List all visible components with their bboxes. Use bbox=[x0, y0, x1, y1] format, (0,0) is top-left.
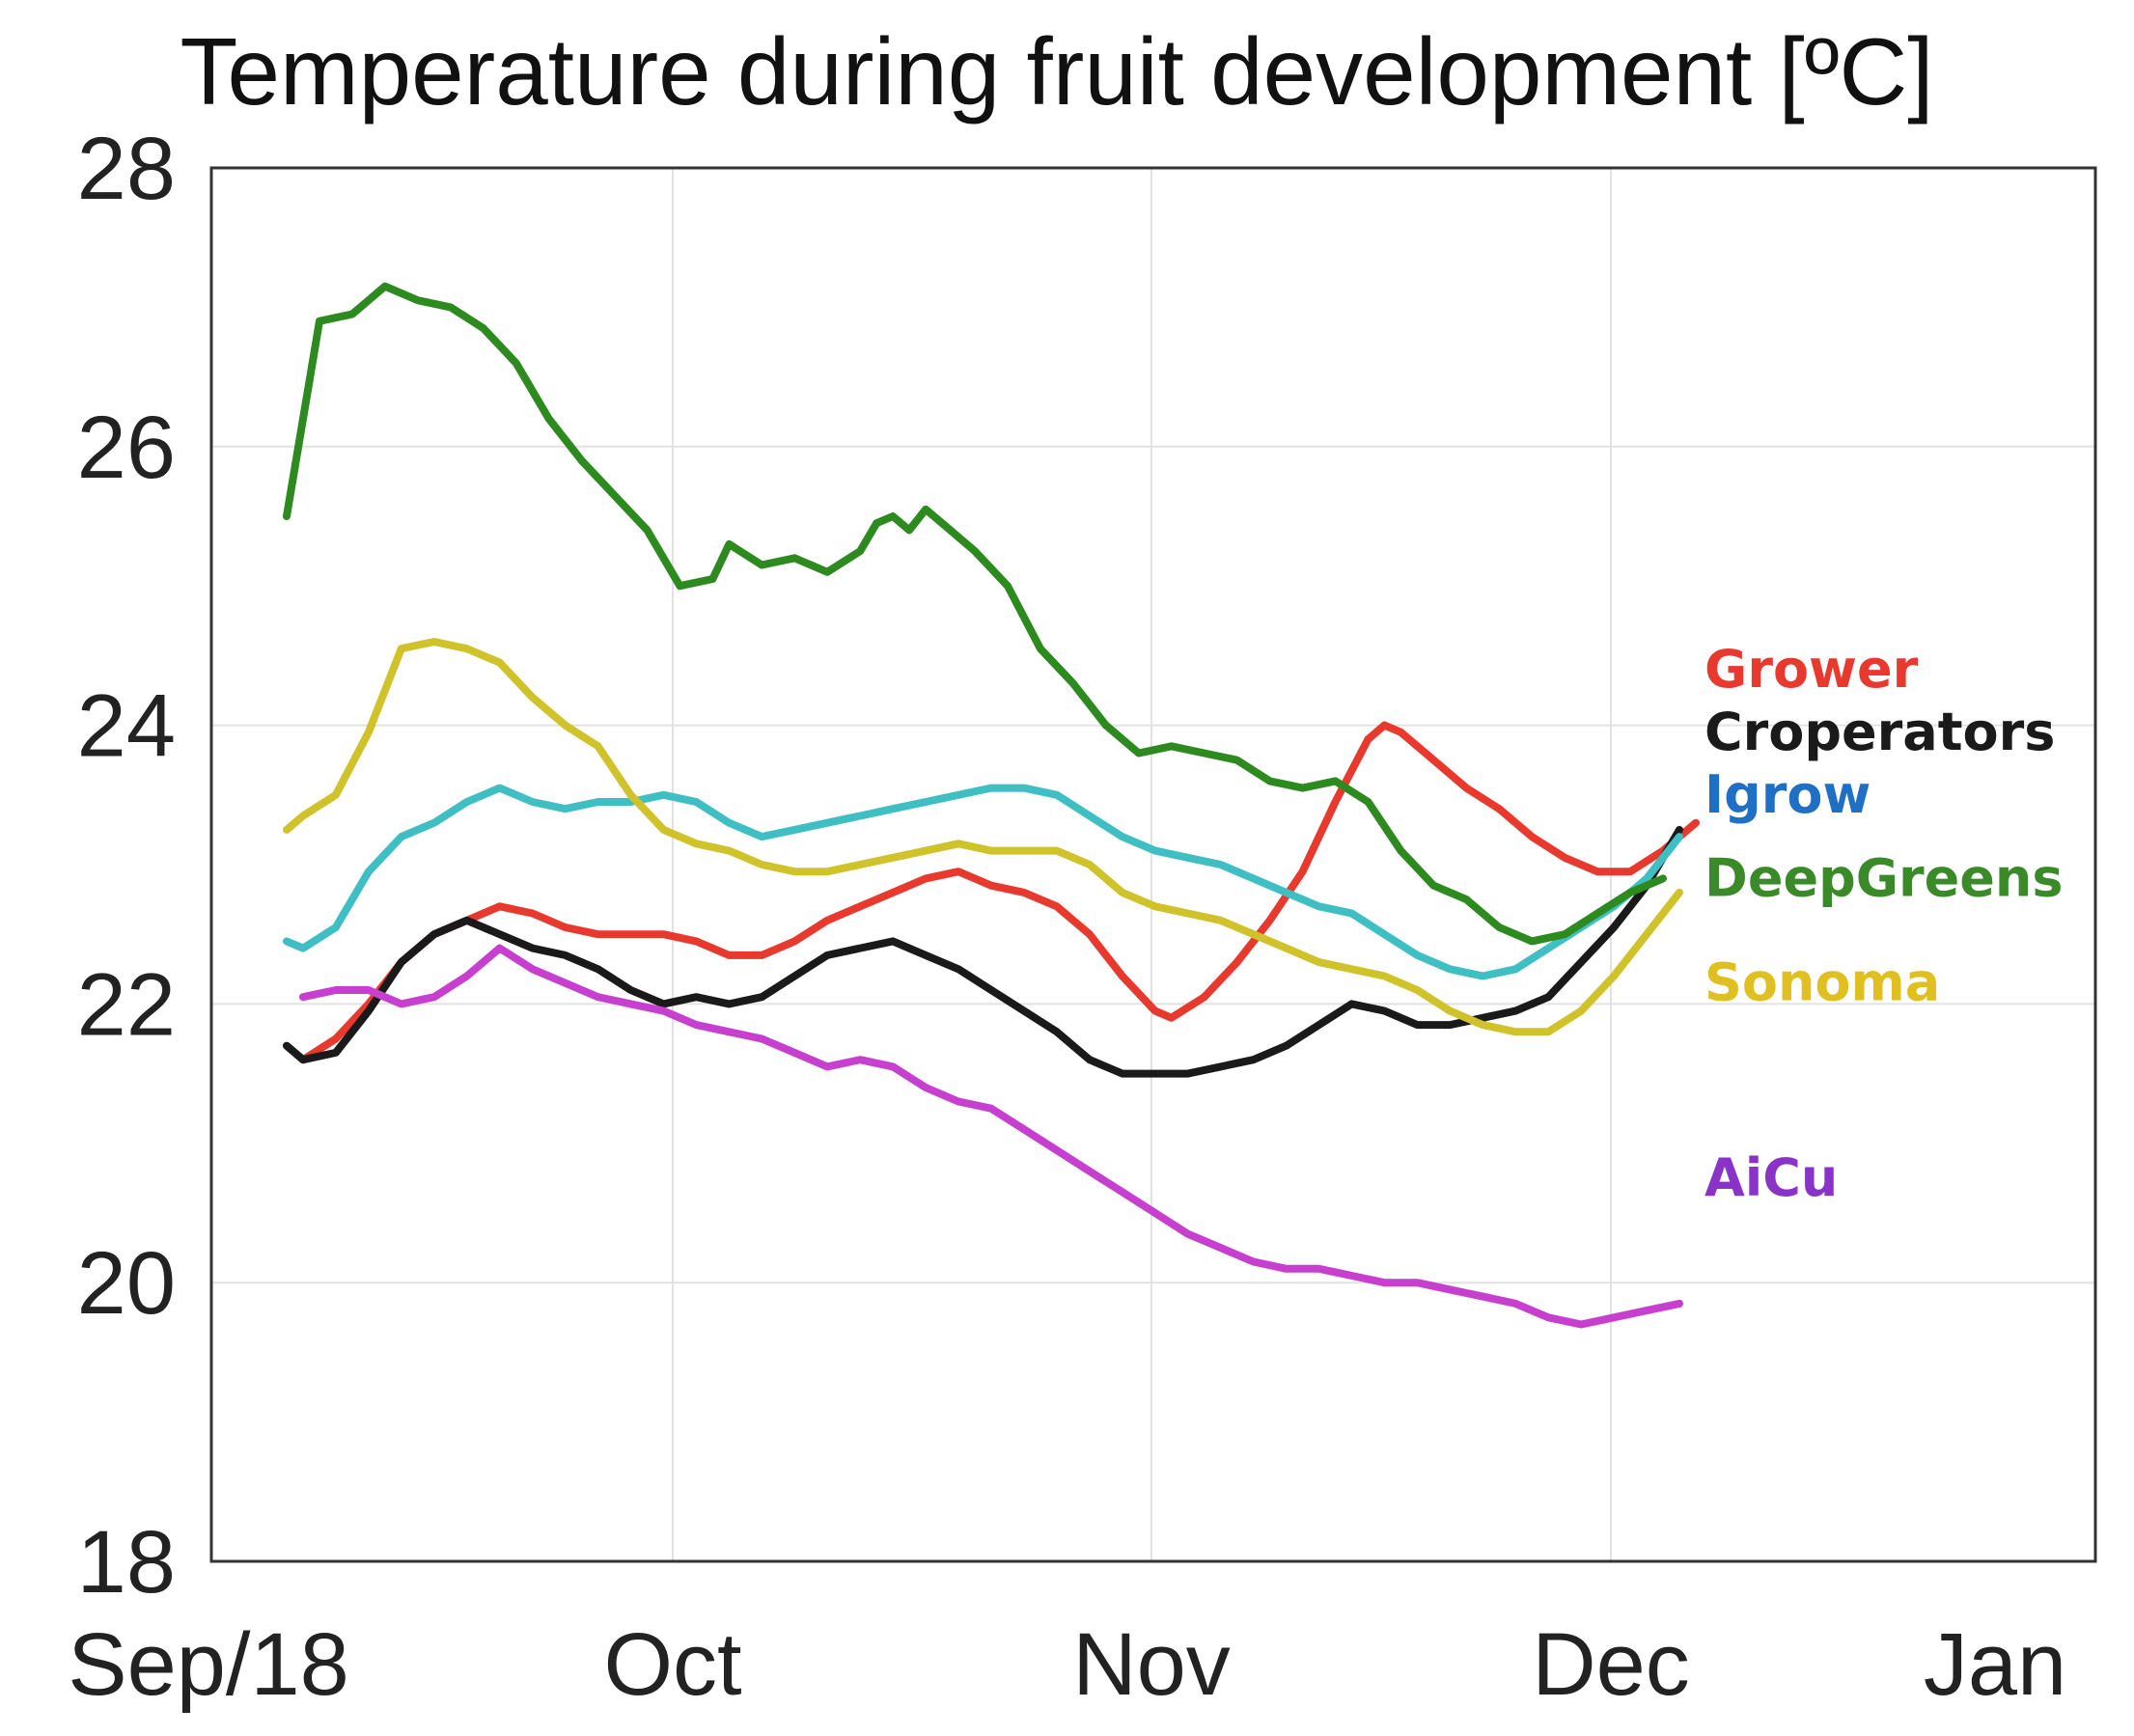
plot-frame bbox=[209, 166, 2097, 1563]
y-tick-label: 26 bbox=[77, 399, 176, 497]
series-label-croperators: Croperators bbox=[1704, 702, 2055, 762]
y-tick-label: 24 bbox=[77, 677, 176, 776]
series-lines bbox=[283, 282, 1700, 1329]
x-tick-label: Oct bbox=[603, 1615, 741, 1714]
y-axis-tick-labels: 18 20 22 24 26 28 bbox=[77, 120, 176, 1612]
series-label-deepgreens: DeepGreens bbox=[1704, 847, 2064, 908]
x-tick-label: Dec bbox=[1532, 1615, 1690, 1714]
x-tick-label: Sep/18 bbox=[68, 1615, 349, 1714]
series-label-aicu: AiCu bbox=[1704, 1147, 1838, 1208]
y-tick-label: 18 bbox=[77, 1513, 176, 1612]
series-line-croperators bbox=[283, 825, 1683, 1078]
y-tick-label: 20 bbox=[77, 1234, 176, 1333]
x-axis-tick-labels: Sep/18 Oct Nov Dec Jan bbox=[68, 1615, 2066, 1714]
series-label-grower: Grower bbox=[1704, 639, 1919, 700]
series-label-igrow: Igrow bbox=[1704, 764, 1871, 825]
x-tick-label: Jan bbox=[1924, 1615, 2066, 1714]
y-tick-label: 22 bbox=[77, 955, 176, 1054]
series-line-sonoma bbox=[283, 638, 1683, 1036]
series-label-sonoma: Sonoma bbox=[1704, 952, 1940, 1013]
chart-title: Temperature during fruit development [ºC… bbox=[180, 18, 1933, 124]
series-line-aicu bbox=[299, 944, 1683, 1329]
series-line-grower bbox=[283, 721, 1700, 1064]
series-line-igrow bbox=[283, 784, 1683, 980]
x-tick-label: Nov bbox=[1072, 1615, 1231, 1714]
y-tick-label: 28 bbox=[77, 120, 176, 218]
series-line-deepgreens bbox=[283, 282, 1667, 946]
